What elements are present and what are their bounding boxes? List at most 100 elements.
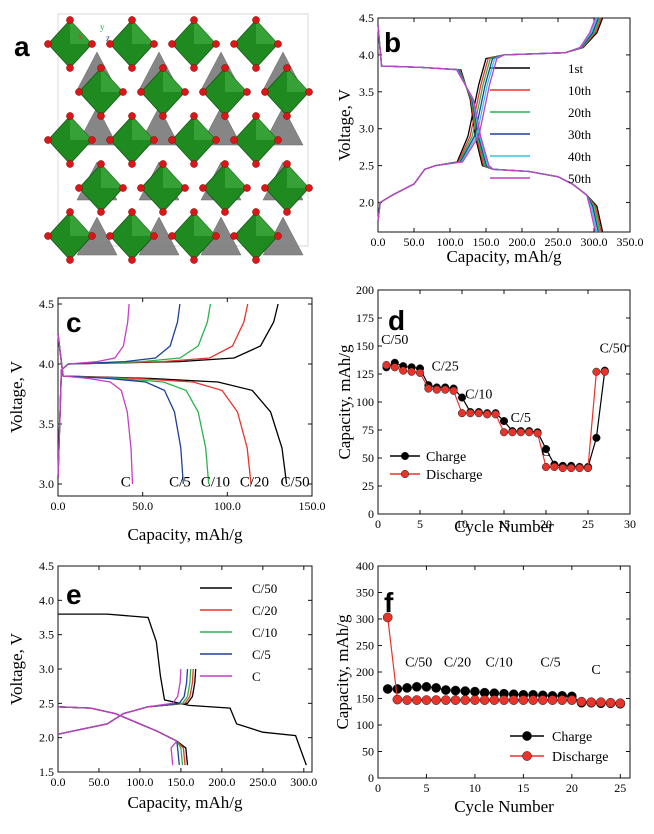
point-f-discharge [411, 695, 422, 705]
x-axis-label-f: Cycle Number [454, 797, 554, 816]
x-tick-label-f: 15 [517, 781, 529, 795]
oxygen-atom [305, 184, 313, 192]
oxygen-atom [128, 16, 136, 24]
rate-annotation-c: C/20 [240, 474, 269, 490]
rate-annotation-c: C/5 [169, 474, 191, 490]
x-tick-label-d: 15 [498, 517, 510, 531]
panel-label-e: e [66, 579, 82, 610]
y-tick-label-f: 300 [356, 612, 374, 626]
x-tick-label-c: 100.0 [214, 499, 241, 513]
point-f-discharge [518, 695, 529, 705]
octahedron-highlight [225, 164, 247, 188]
point-f-discharge [576, 696, 587, 707]
oxygen-atom [44, 232, 52, 240]
oxygen-atom [159, 112, 167, 120]
oxygen-atom [221, 112, 229, 120]
oxygen-atom [212, 136, 220, 144]
x-tick-label-f: 0 [375, 781, 381, 795]
y-tick-label-e: 3.0 [39, 662, 54, 676]
oxygen-atom [66, 208, 74, 216]
x-tick-label-f: 10 [469, 781, 481, 795]
oxygen-atom [190, 112, 198, 120]
octahedron-highlight [194, 20, 216, 44]
octahedron-highlight [101, 164, 123, 188]
point-d-discharge [415, 368, 425, 377]
series-b-discharge-line [377, 25, 599, 233]
oxygen-atom [221, 64, 229, 72]
y-tick-label-e: 1.5 [39, 765, 54, 779]
point-d-discharge [474, 409, 483, 418]
rate-annotation-f: C/50 [405, 656, 432, 671]
oxygen-atom [305, 88, 313, 96]
point-d-discharge [466, 409, 475, 418]
oxygen-atom [212, 232, 220, 240]
x-tick-label-d: 0 [375, 517, 381, 531]
y-tick-label-f: 150 [356, 692, 374, 706]
x-tick-label-e: 50.0 [88, 775, 109, 789]
series-b-discharge-line [377, 25, 598, 233]
panel-label-f: f [384, 587, 394, 618]
oxygen-atom [159, 160, 167, 168]
point-f-charge [402, 683, 412, 693]
series-e-first-discharge-line [58, 613, 307, 766]
oxygen-atom [252, 64, 260, 72]
oxygen-atom [97, 64, 105, 72]
y-tick-label-f: 100 [356, 718, 374, 732]
series-c-discharge-line [57, 333, 252, 485]
x-tick-label-b: 150.0 [473, 235, 500, 249]
point-d-charge [457, 393, 467, 402]
legend-f-marker [522, 731, 532, 741]
oxygen-atom [190, 208, 198, 216]
panel-label-c: c [66, 307, 82, 338]
x-tick-label-b: 300.0 [581, 235, 608, 249]
rate-annotation-d: C [541, 445, 550, 460]
plot-frame-c [57, 297, 313, 497]
point-d-discharge [449, 386, 458, 395]
point-f-discharge [528, 695, 538, 705]
y-tick-label-d: 175 [356, 311, 374, 325]
oxygen-atom [190, 64, 198, 72]
rate-annotation-f: C/5 [540, 656, 560, 671]
rate-annotation-d: C/25 [432, 360, 459, 375]
point-f-charge [460, 686, 471, 696]
oxygen-atom [66, 256, 74, 264]
series-e-charge-line [57, 668, 182, 735]
oxygen-atom [283, 208, 291, 216]
octahedron-highlight [163, 164, 185, 188]
series-e-charge-line [57, 668, 189, 735]
point-f-charge [392, 684, 403, 694]
point-f-charge [411, 681, 422, 692]
y-tick-label-d: 150 [356, 339, 374, 353]
point-d-discharge [390, 363, 399, 372]
x-tick-label-e: 100.0 [126, 775, 153, 789]
oxygen-atom [252, 208, 260, 216]
y-axis-label-b: Voltage, V [335, 88, 354, 161]
oxygen-atom [274, 40, 282, 48]
panel-label-a: a [14, 31, 30, 62]
panel-label-b: b [384, 27, 401, 58]
series-b-charge-line [377, 17, 601, 221]
octahedron-highlight [101, 68, 123, 92]
octahedron-highlight [132, 212, 154, 236]
oxygen-atom [181, 184, 189, 192]
point-d-charge [541, 444, 551, 454]
oxygen-atom [88, 232, 96, 240]
y-tick-label-f: 250 [356, 639, 374, 653]
oxygen-atom [221, 208, 229, 216]
oxygen-atom [274, 136, 282, 144]
oxygen-atom [88, 40, 96, 48]
oxygen-atom [221, 160, 229, 168]
oxygen-atom [106, 136, 114, 144]
point-f-discharge [508, 695, 519, 705]
oxygen-atom [252, 256, 260, 264]
point-f-discharge [537, 695, 548, 705]
oxygen-atom [66, 16, 74, 24]
oxygen-atom [75, 184, 83, 192]
crystal-structure-image [44, 16, 313, 264]
series-c-charge-line [57, 303, 279, 479]
plot-frame-d [377, 289, 631, 515]
octahedron-highlight [194, 212, 216, 236]
oxygen-atom [283, 112, 291, 120]
oxygen-atom [66, 160, 74, 168]
oxygen-atom [168, 232, 176, 240]
